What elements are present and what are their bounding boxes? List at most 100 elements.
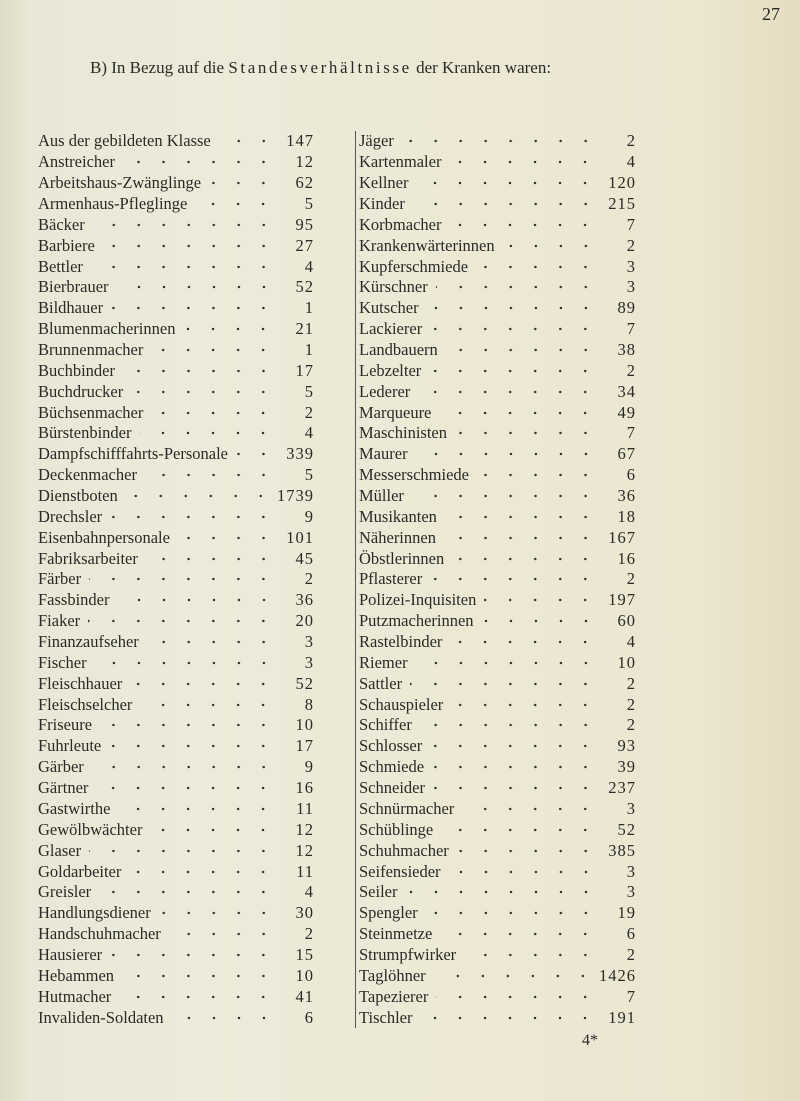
patient-count: 95 xyxy=(295,214,314,234)
occupation-name: Handschuhmacher xyxy=(38,924,161,944)
occupation-name: Gärber xyxy=(38,757,84,777)
patient-count: 6 xyxy=(626,924,636,944)
dot-leader xyxy=(171,1015,276,1020)
table-row: Invaliden-Soldaten 6 xyxy=(38,1007,314,1028)
table-row: Kutscher 89 xyxy=(359,298,636,319)
occupation-name: Öbstlerinnen xyxy=(359,548,445,568)
dot-leader xyxy=(401,139,598,144)
occupation-name: Kartenmaler xyxy=(359,152,442,172)
table-row: Sattler 2 xyxy=(359,673,636,694)
occupation-name: Fleischselcher xyxy=(38,694,133,714)
table-row: Gewölbwächter 12 xyxy=(38,819,314,840)
patient-count: 45 xyxy=(295,548,314,568)
occupation-name: Kürschner xyxy=(359,277,428,297)
dot-leader xyxy=(150,827,276,832)
patient-count: 3 xyxy=(626,882,636,902)
table-row: Fabriksarbeiter 45 xyxy=(38,548,314,569)
dot-leader xyxy=(425,911,598,916)
heading-suffix: der Kranken waren: xyxy=(411,58,552,77)
table-row: Bettler 4 xyxy=(38,256,314,277)
table-row: Finanzaufseher 3 xyxy=(38,632,314,653)
patient-count: 3 xyxy=(626,256,636,276)
patient-count: 7 xyxy=(626,986,636,1006)
occupation-name: Krankenwärterinnen xyxy=(359,235,495,255)
patient-count: 62 xyxy=(295,173,314,193)
occupation-name: Messerschmiede xyxy=(359,465,469,485)
patient-count: 18 xyxy=(617,506,636,526)
dot-leader xyxy=(415,452,598,457)
dot-leader xyxy=(416,181,598,186)
dot-leader xyxy=(92,222,276,227)
table-row: Hutmacher 41 xyxy=(38,986,314,1007)
patient-count: 11 xyxy=(296,861,314,881)
signature-mark: 4* xyxy=(582,1032,598,1049)
occupation-name: Spengler xyxy=(359,903,418,923)
occupation-name: Fabriksarbeiter xyxy=(38,548,138,568)
dot-leader xyxy=(168,932,276,937)
patient-count: 2 xyxy=(304,924,314,944)
dot-leader xyxy=(433,973,595,978)
dot-leader xyxy=(462,806,598,811)
table-row: Färber 2 xyxy=(38,569,314,590)
dot-leader xyxy=(415,660,598,665)
patient-count: 3 xyxy=(626,277,636,297)
patient-count: 52 xyxy=(617,819,636,839)
dot-leader xyxy=(122,973,276,978)
patient-count: 20 xyxy=(295,611,314,631)
table-row: Buchdrucker 5 xyxy=(38,381,314,402)
occupation-name: Kellner xyxy=(359,173,409,193)
dot-leader xyxy=(410,681,598,686)
dot-leader xyxy=(91,765,276,770)
patient-count: 49 xyxy=(617,402,636,422)
patient-count: 2 xyxy=(626,235,636,255)
occupation-name: Sattler xyxy=(359,673,403,693)
occupation-name: Kupferschmiede xyxy=(359,256,469,276)
table-row: Armenhaus-Pfleglinge 5 xyxy=(38,194,314,215)
occupation-name: Rastelbinder xyxy=(359,632,443,652)
dot-leader xyxy=(481,619,598,624)
table-row: Spengler 19 xyxy=(359,903,636,924)
patient-count: 3 xyxy=(626,861,636,881)
dot-leader xyxy=(183,327,276,332)
patient-count: 8 xyxy=(304,694,314,714)
patient-count: 101 xyxy=(286,527,314,547)
table-row: Hebammen 10 xyxy=(38,965,314,986)
dot-leader xyxy=(435,285,598,290)
occupation-name: Glaser xyxy=(38,840,82,860)
dot-leader xyxy=(218,139,276,144)
dot-leader xyxy=(144,473,276,478)
page-number: 27 xyxy=(762,4,780,24)
table-row: Fiaker 20 xyxy=(38,611,314,632)
dot-leader xyxy=(102,243,276,248)
dot-leader xyxy=(151,410,276,415)
dot-leader xyxy=(236,452,276,457)
dot-leader xyxy=(426,306,598,311)
patient-count: 38 xyxy=(617,340,636,360)
table-row: Riemer 10 xyxy=(359,652,636,673)
table-row: Büchsenmacher 2 xyxy=(38,402,314,423)
occupation-name: Fassbinder xyxy=(38,590,110,610)
occupation-name: Bildhauer xyxy=(38,298,104,318)
patient-count: 3 xyxy=(626,798,636,818)
dot-leader xyxy=(418,389,598,394)
table-row: Lederer 34 xyxy=(359,381,636,402)
table-row: Korbmacher 7 xyxy=(359,214,636,235)
dot-leader xyxy=(111,306,276,311)
patient-count: 16 xyxy=(617,548,636,568)
table-row: Messerschmiede 6 xyxy=(359,465,636,486)
occupation-name: Deckenmacher xyxy=(38,465,137,485)
occupation-name: Schneider xyxy=(359,778,425,798)
dot-leader xyxy=(451,702,598,707)
patient-count: 17 xyxy=(295,736,314,756)
occupation-name: Polizei-Inquisiten xyxy=(359,590,477,610)
table-row: Greisler 4 xyxy=(38,882,314,903)
patient-count: 215 xyxy=(608,194,636,213)
table-row: Polizei-Inquisiten 197 xyxy=(359,590,636,611)
table-row: Schüblinge 52 xyxy=(359,819,636,840)
occupation-name: Fiaker xyxy=(38,611,81,631)
occupation-name: Jäger xyxy=(359,131,394,151)
patient-count: 36 xyxy=(295,590,314,610)
dot-leader xyxy=(449,160,598,165)
dot-leader xyxy=(450,640,598,645)
patient-count: 52 xyxy=(295,673,314,693)
